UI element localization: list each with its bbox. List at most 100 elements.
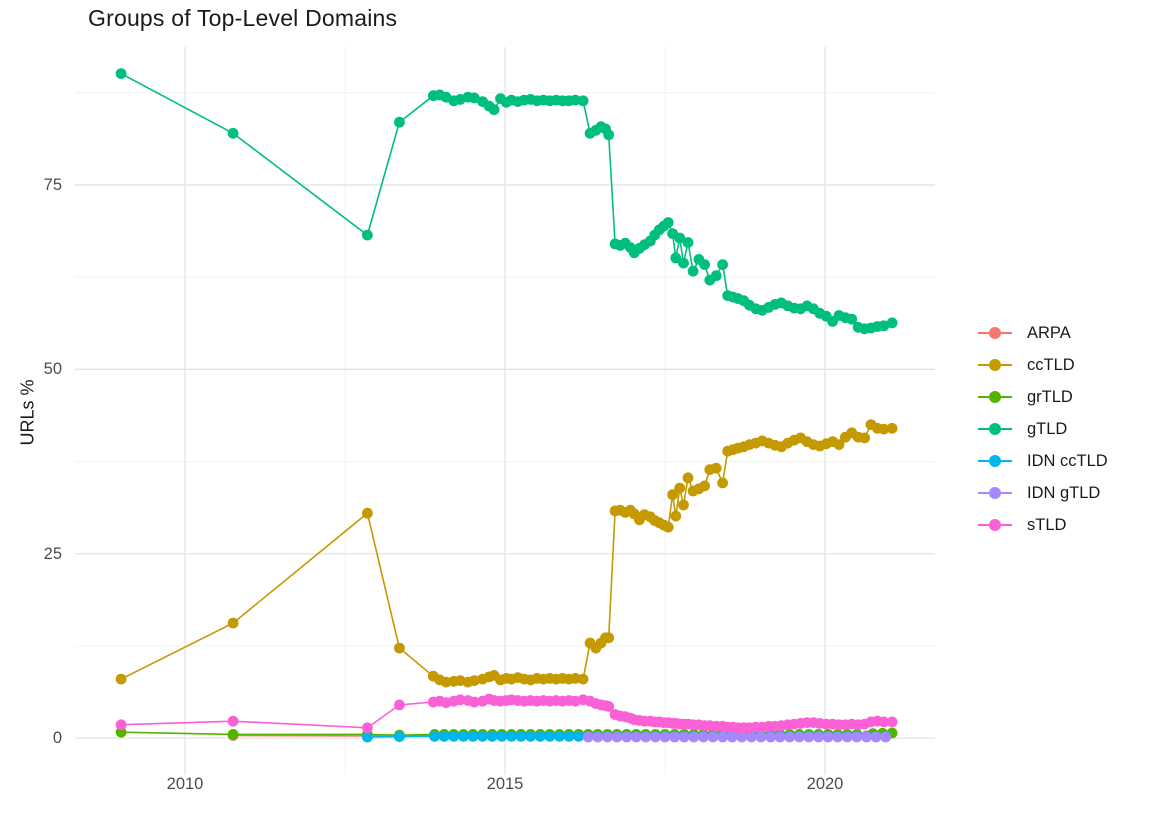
legend-label-idn-cctld: IDN ccTLD — [1027, 451, 1108, 470]
chart-title: Groups of Top-Level Domains — [88, 5, 398, 31]
series-point-stld — [115, 719, 127, 731]
series-point-idn-gtld — [688, 731, 700, 743]
series-point-gtld — [878, 320, 890, 332]
series-point-stld — [878, 716, 890, 728]
series-point-gtld — [227, 127, 239, 139]
series-point-cctld — [603, 632, 615, 644]
series-point-gtld — [394, 116, 405, 128]
series-point-cctld — [362, 507, 373, 519]
series-point-grtld — [227, 729, 239, 740]
series-point-cctld — [878, 423, 890, 435]
legend-key-icon — [978, 326, 1012, 340]
series-point-idn-gtld — [793, 731, 805, 743]
legend-item-idn-cctld: IDN ccTLD — [978, 445, 1108, 477]
series-point-idn-cctld — [477, 730, 488, 742]
legend-label-arpa: ARPA — [1027, 323, 1071, 342]
series-point-gtld — [662, 217, 674, 228]
legend-key-icon — [978, 422, 1012, 436]
series-point-idn-cctld — [467, 730, 479, 742]
series-point-idn-gtld — [736, 731, 748, 743]
series-point-gtld — [710, 270, 722, 282]
series-point-idn-cctld — [458, 730, 469, 742]
series-point-gtld — [678, 257, 689, 269]
series-point-idn-gtld — [621, 731, 632, 743]
series-point-cctld — [662, 521, 674, 533]
series-point-stld — [362, 722, 373, 734]
series-point-cctld — [394, 642, 405, 654]
series-point-cctld — [674, 482, 686, 494]
series-point-gtld — [362, 229, 373, 241]
y-tick-75: 75 — [43, 176, 62, 194]
series-point-cctld — [682, 472, 694, 484]
series-point-idn-cctld — [534, 730, 546, 742]
series-point-idn-gtld — [640, 731, 652, 743]
series-point-idn-gtld — [870, 731, 882, 743]
series-point-stld — [394, 699, 405, 711]
series-point-idn-cctld — [429, 730, 440, 742]
legend-label-cctld: ccTLD — [1027, 355, 1075, 374]
series-point-idn-gtld — [765, 731, 776, 743]
series-point-gtld — [687, 265, 699, 277]
series-point-idn-gtld — [813, 731, 824, 743]
series-point-cctld — [115, 673, 127, 685]
series-point-cctld — [859, 432, 870, 444]
series-point-idn-cctld — [506, 730, 517, 742]
series-point-idn-gtld — [726, 731, 738, 743]
series-point-idn-cctld — [573, 730, 584, 742]
legend-item-cctld: ccTLD — [978, 349, 1108, 381]
series-point-idn-gtld — [707, 731, 719, 743]
series-point-gtld — [577, 95, 589, 107]
series-point-idn-gtld — [851, 731, 863, 743]
series-point-gtld — [886, 317, 898, 329]
series-point-idn-gtld — [774, 731, 786, 743]
series-point-stld — [886, 716, 898, 728]
series-point-idn-cctld — [448, 730, 460, 742]
series-point-idn-cctld — [525, 730, 536, 742]
series-point-idn-gtld — [698, 731, 709, 743]
series-point-idn-gtld — [746, 731, 757, 743]
series-point-idn-gtld — [841, 731, 853, 743]
series-point-cctld — [678, 499, 689, 511]
series-point-stld — [227, 715, 239, 727]
series-point-idn-cctld — [544, 730, 556, 742]
series-point-idn-cctld — [515, 730, 527, 742]
series-point-cctld — [717, 477, 728, 489]
series-point-idn-gtld — [803, 731, 815, 743]
series-point-idn-gtld — [717, 731, 728, 743]
legend-label-idn-gtld: IDN gTLD — [1027, 483, 1101, 502]
legend-item-arpa: ARPA — [978, 317, 1108, 349]
legend-label-stld: sTLD — [1027, 515, 1067, 534]
series-point-idn-gtld — [650, 731, 661, 743]
legend-label-grtld: grTLD — [1027, 387, 1073, 406]
series-point-gtld — [699, 259, 710, 270]
series-point-gtld — [115, 68, 127, 79]
x-tick-2020: 2020 — [806, 775, 844, 793]
legend-key-icon — [978, 486, 1012, 500]
series-point-idn-cctld — [438, 730, 450, 742]
y-tick-50: 50 — [43, 360, 62, 378]
series-point-cctld — [710, 462, 722, 474]
legend-item-idn-gtld: IDN gTLD — [978, 477, 1108, 509]
legend-item-grtld: grTLD — [978, 381, 1108, 413]
series-point-idn-gtld — [582, 731, 594, 743]
x-tick-2010: 2010 — [166, 775, 204, 793]
series-point-idn-gtld — [755, 731, 767, 743]
series-point-stld — [603, 701, 615, 712]
legend-label-gtld: gTLD — [1027, 419, 1068, 438]
series-point-idn-cctld — [486, 730, 498, 742]
legend-key-icon — [978, 518, 1012, 532]
x-tick-2015: 2015 — [486, 775, 524, 793]
series-point-gtld — [468, 92, 480, 104]
series-point-gtld — [603, 129, 615, 141]
series-point-cctld — [886, 422, 898, 434]
series-point-idn-cctld — [554, 730, 565, 742]
legend-key-icon — [978, 454, 1012, 468]
series-point-idn-gtld — [822, 731, 834, 743]
series-point-idn-cctld — [394, 731, 405, 742]
series-line-gtld — [120, 72, 893, 330]
series-point-gtld — [674, 232, 686, 244]
series-point-idn-gtld — [630, 731, 642, 743]
series-point-cctld — [667, 489, 678, 501]
